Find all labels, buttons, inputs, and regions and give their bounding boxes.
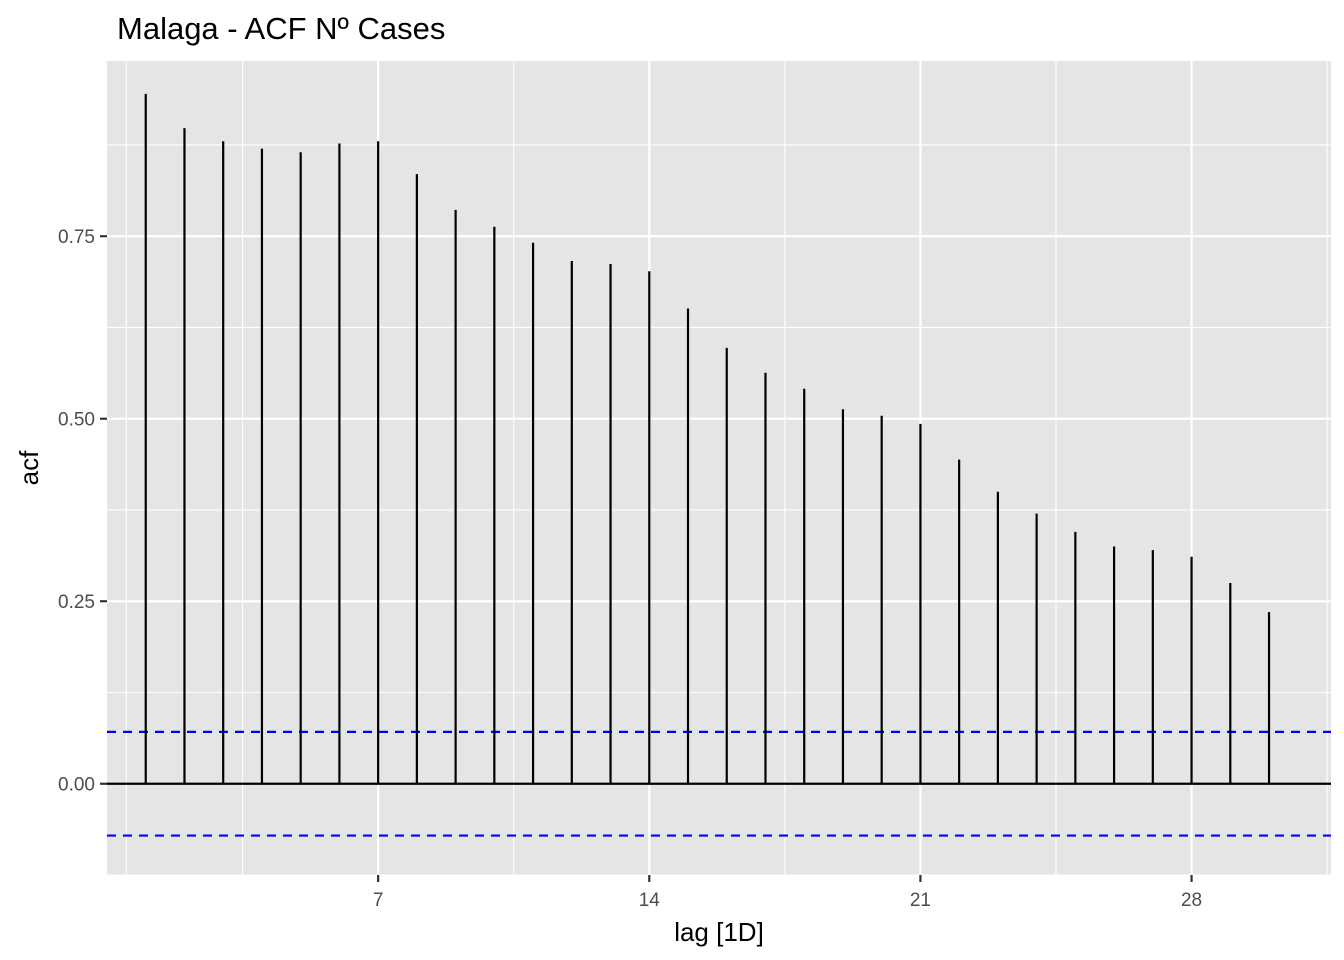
minor-gridlines	[107, 61, 1331, 876]
plot-panel	[107, 61, 1331, 875]
y-tick-label: 0.25	[58, 592, 95, 613]
confidence-bounds	[107, 730, 1331, 837]
y-tick-label: 0.75	[58, 227, 95, 248]
x-tick-label: 28	[1181, 890, 1202, 911]
x-axis-label: lag [1D]	[674, 917, 764, 947]
x-tick-label: 21	[910, 890, 931, 911]
y-axis-label: acf	[14, 450, 44, 485]
y-tick-label: 0.00	[58, 775, 95, 796]
y-axis: 0.00 0.25 0.50 0.75	[58, 227, 107, 796]
x-tick-label: 14	[639, 890, 661, 911]
chart-title: Malaga - ACF Nº Cases	[117, 11, 445, 46]
acf-bars	[144, 93, 1271, 784]
y-tick-label: 0.50	[58, 410, 95, 431]
x-axis: 7 14 21 28	[373, 875, 1202, 911]
x-tick-label: 7	[373, 890, 384, 911]
